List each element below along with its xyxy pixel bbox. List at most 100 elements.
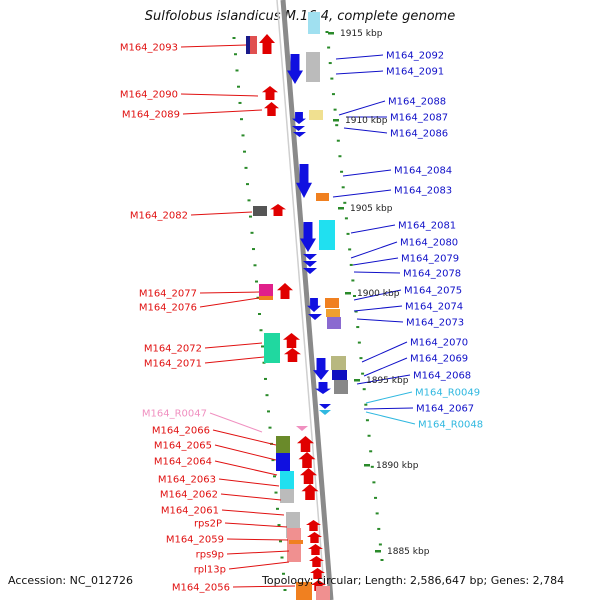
gene-arrow-reverse (303, 254, 317, 260)
gene-arrow-reverse (308, 314, 322, 320)
right-dot-track (380, 559, 384, 561)
gene-arrow-forward (310, 568, 325, 579)
feature-block-cyan (319, 220, 335, 250)
scale-label: 1900 kbp (357, 289, 400, 299)
left-dot-track (274, 491, 278, 494)
left-dot-track (241, 134, 245, 137)
scale-labels: 1915 kbp 1910 kbp 1905 kbp 1900 kbp 1895 kbp… (328, 29, 430, 557)
feature-block-blue (332, 370, 347, 380)
leader-line (363, 407, 414, 410)
gene-label-right: M164_2070 (410, 338, 468, 349)
leader-line (190, 211, 253, 216)
gene-label-left: M164_2062 (160, 490, 218, 501)
left-dot-track (243, 150, 246, 153)
leader-line (204, 356, 265, 364)
right-dot-track (367, 434, 371, 437)
left-dot-track (244, 166, 248, 169)
leader-line (343, 127, 388, 134)
scale-tick (345, 292, 351, 295)
leader-line (180, 44, 247, 48)
feature-block-purple (327, 317, 341, 329)
scale-tick (375, 550, 381, 553)
right-dot-track (331, 93, 335, 96)
leader-line (224, 522, 288, 528)
left-dot-track (282, 572, 285, 575)
leader-line (356, 374, 411, 385)
leader-line (365, 391, 413, 404)
leader-line (182, 109, 263, 115)
gene-arrow-reverse (315, 382, 331, 394)
right-dot-track (325, 31, 329, 33)
gene-label-left: M164_2089 (122, 110, 180, 121)
feature-blocks (246, 12, 348, 600)
right-dot-track (346, 232, 350, 235)
left-dot-track (232, 37, 236, 39)
left-dot-track (250, 231, 254, 234)
feature-block-olive (276, 436, 290, 453)
dot-track (232, 31, 384, 591)
right-dot-track (353, 295, 356, 297)
gene-arrow-reverse (293, 132, 306, 137)
feature-block-orange (289, 540, 303, 544)
gene-label-right: M164_R0048 (418, 420, 483, 431)
right-dot-track (354, 310, 358, 313)
gene-label-right: M164_R0049 (415, 388, 480, 399)
gene-arrow-forward (283, 333, 300, 348)
feature-block-cyan (280, 471, 294, 489)
gene-label-right: M164_2092 (386, 51, 444, 62)
feature-block-gray (334, 380, 348, 394)
gene-arrow-forward (309, 556, 324, 567)
gene-arrow-forward (284, 348, 301, 362)
gene-label-left: M164_2065 (154, 441, 212, 452)
gene-labels: M164_2093 M164_2090 M164_2089 M164_2082 M164… (120, 43, 483, 594)
gene-label-left: M164_2066 (152, 426, 210, 437)
gene-label-right: M164_2078 (403, 269, 461, 280)
right-dot-track (343, 201, 347, 204)
right-dot-track (364, 403, 368, 406)
right-dot-track (328, 62, 332, 65)
gene-label-left: M164_2071 (144, 359, 202, 370)
scale-tick (338, 207, 344, 210)
left-dot-track (261, 345, 264, 348)
leader-line (214, 444, 277, 461)
feature-block-salmon (250, 36, 257, 54)
leader-line (220, 493, 282, 501)
left-dot-track (259, 329, 263, 332)
scale-tick (328, 32, 334, 35)
gene-label-right: M164_2073 (406, 318, 464, 329)
left-dot-track (276, 507, 279, 510)
gene-label-left: M164_2056 (172, 583, 230, 594)
topology-text: Topology: circular; Length: 2,586,647 bp… (262, 574, 565, 587)
gene-label-right: M164_2088 (388, 97, 446, 108)
feature-block-orange (326, 309, 340, 317)
gene-label-left: M164_2077 (139, 289, 197, 300)
gene-arrow-reverse (300, 222, 316, 252)
left-dot-track (283, 589, 287, 591)
right-dot-track (372, 481, 376, 484)
gene-arrow-forward (277, 283, 293, 299)
gene-label-left: M164_2093 (120, 43, 178, 54)
feature-block-lightcyan (308, 12, 320, 34)
right-dot-track (327, 46, 331, 49)
gene-arrow-reverse (307, 298, 321, 312)
gene-arrow-reverse (292, 112, 306, 124)
right-dot-track (351, 279, 355, 282)
gene-label-left: rps2P (194, 519, 222, 530)
gene-label-right: M164_2074 (405, 302, 463, 313)
feature-block-khaki (331, 356, 346, 370)
right-dot-track (359, 357, 363, 360)
leader-line (353, 289, 402, 301)
leader-line (209, 412, 263, 433)
leader-line (226, 550, 290, 555)
gene-label-left: M164_2076 (139, 303, 197, 314)
leader-line (228, 561, 290, 570)
right-dot-track (333, 108, 337, 111)
gene-label-right: M164_2067 (416, 404, 474, 415)
leader-line (342, 169, 392, 177)
gene-arrow-forward (262, 86, 278, 100)
gene-arrow-reverse (296, 164, 312, 198)
backbone-group (276, 0, 334, 600)
left-dot-track (235, 69, 239, 72)
scale-label: 1905 kbp (350, 204, 393, 214)
gene-label-right: M164_2084 (394, 166, 452, 177)
